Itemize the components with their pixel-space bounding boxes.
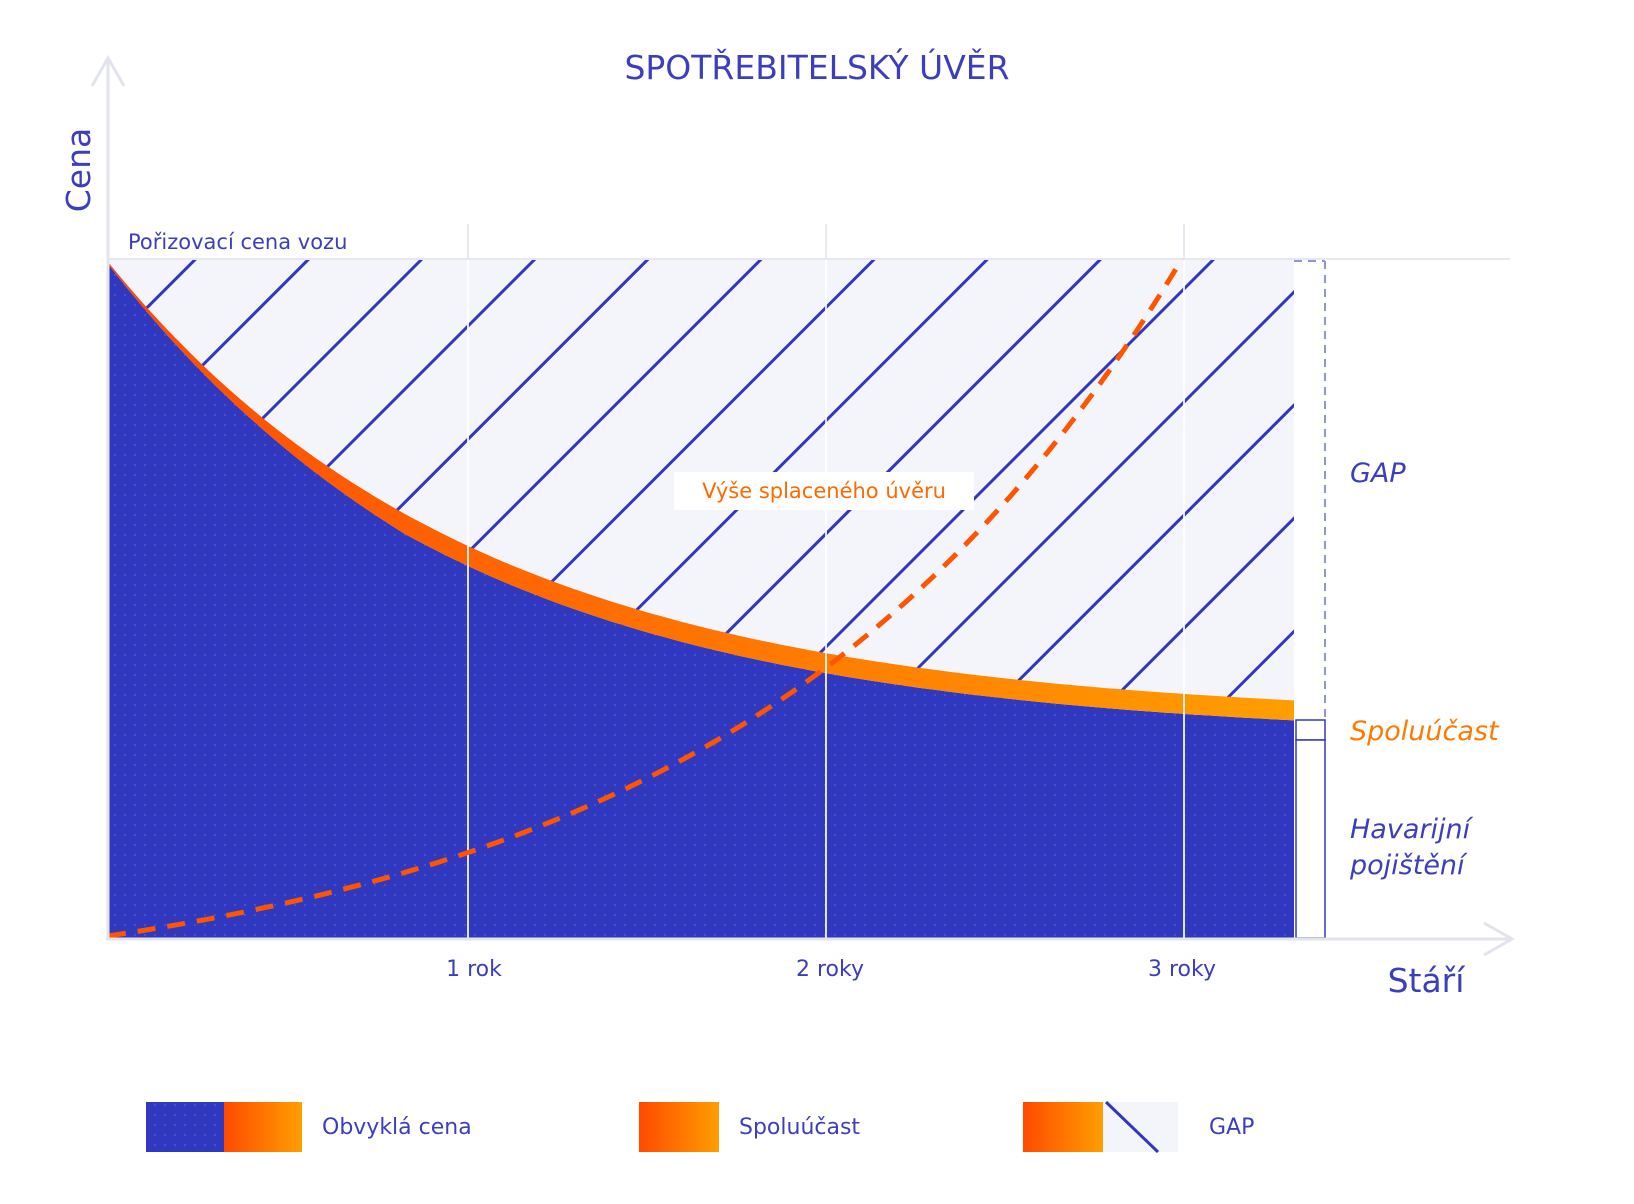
deductible-band <box>108 262 1294 721</box>
legend-label-market-value: Obvyklá cena <box>322 1115 472 1140</box>
gap-label: GAP <box>1350 458 1406 489</box>
legend-label-deductible: Spoluúčast <box>739 1115 860 1140</box>
deductible-bracket <box>1295 719 1326 741</box>
legend-item-market-value: Obvyklá cena <box>146 1102 472 1152</box>
legend-swatch-orange <box>224 1102 302 1152</box>
deductible-label: Spoluúčast <box>1350 716 1500 747</box>
legend-item-gap: GAP <box>1023 1100 1254 1154</box>
legend-swatch-gap-orange <box>1023 1102 1103 1152</box>
tick-label-1: 1 rok <box>446 957 502 982</box>
x-axis-arrow <box>1483 921 1516 957</box>
loan-repaid-curve <box>107 257 1185 939</box>
legend-item-deductible: Spoluúčast <box>639 1102 860 1152</box>
insurance-bracket <box>1295 739 1326 939</box>
insurance-label-line2: pojištění <box>1349 850 1468 881</box>
legend-swatch-gap-line <box>1104 1100 1160 1154</box>
legend-swatch-deductible <box>639 1102 719 1152</box>
legend-label-gap: GAP <box>1209 1115 1254 1140</box>
legend-swatch-blue <box>146 1102 224 1152</box>
legend: Obvyklá cena Spoluúčast GAP <box>146 1100 1254 1154</box>
chart-title: SPOTŘEBITELSKÝ ÚVĚR <box>624 47 1009 87</box>
market-value-region <box>108 264 1294 938</box>
y-axis-arrow <box>90 54 126 87</box>
tick-label-2: 2 roky <box>796 957 864 982</box>
loan-label-box <box>674 472 974 510</box>
purchase-price-label: Pořizovací cena vozu <box>128 230 347 254</box>
x-axis-label: Stáří <box>1388 961 1467 1000</box>
loan-curve-label: Výše splaceného úvěru <box>702 479 946 503</box>
tick-label-3: 3 roky <box>1148 957 1216 982</box>
y-axis-label: Cena <box>59 128 98 212</box>
insurance-label-line1: Havarijní <box>1350 814 1474 845</box>
